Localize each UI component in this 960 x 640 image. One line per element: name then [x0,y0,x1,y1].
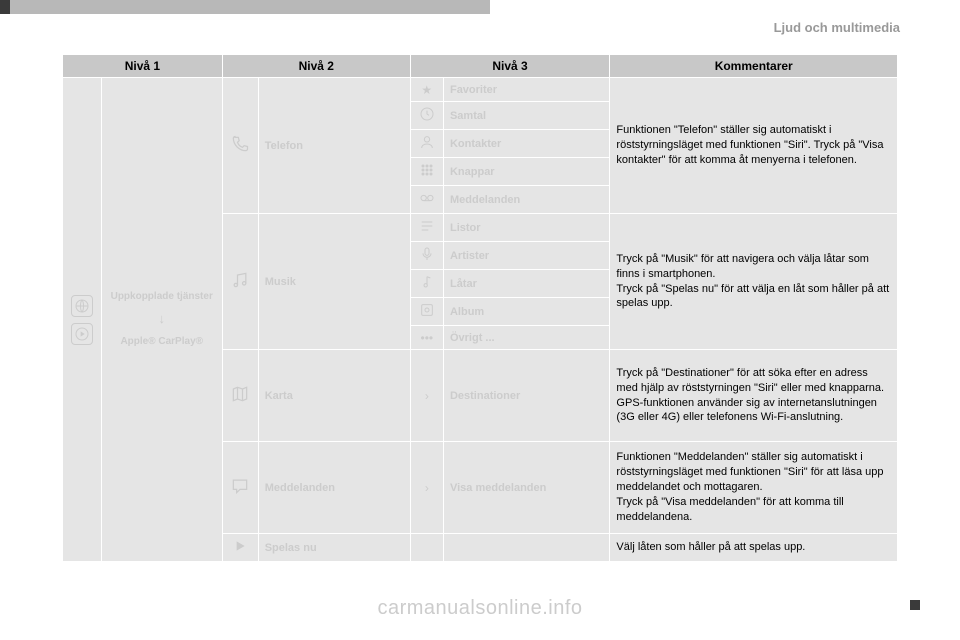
arrow-down-icon: ↓ [158,310,165,328]
phone-icon [222,78,258,214]
header-comments: Kommentarer [610,55,898,78]
medd-comment: Funktionen "Meddelanden" ställer sig aut… [610,442,898,534]
more-icon: ••• [410,326,443,350]
listor-label: Listor [443,214,609,242]
header-level1: Nivå 1 [63,55,223,78]
empty-icon [410,534,443,562]
favoriter-label: Favoriter [443,78,609,102]
destinationer-label: Destinationer [443,350,609,442]
artister-label: Artister [443,242,609,270]
map-icon [222,350,258,442]
visa-medd-label: Visa meddelanden [443,442,609,534]
play-circle-icon [71,323,93,345]
album-icon [410,298,443,326]
spelas-label: Spelas nu [258,534,410,562]
meddelanden-tel-label: Meddelanden [443,186,609,214]
carplay-label: Apple® CarPlay® [120,335,203,349]
empty-label [443,534,609,562]
services-label: Uppkopplade tjänster [111,290,213,304]
spelas-comment: Välj låten som håller på att spelas upp. [610,534,898,562]
level1-icons-cell [63,78,102,562]
star-icon: ★ [410,78,443,102]
menu-table: Nivå 1 Nivå 2 Nivå 3 Kommentarer [62,54,898,562]
music-icon [222,214,258,350]
chevron-right-icon-2: › [410,442,443,534]
person-icon [410,130,443,158]
kontakter-label: Kontakter [443,130,609,158]
chevron-right-icon: › [410,350,443,442]
page-edge-dark [0,0,10,14]
latar-label: Låtar [443,270,609,298]
watermark: carmanualsonline.info [377,597,582,620]
karta-comment: Tryck på "Destinationer" för att söka ef… [610,350,898,442]
list-icon [410,214,443,242]
globe-icon [71,295,93,317]
karta-label: Karta [258,350,410,442]
note-icon [410,270,443,298]
level1-label-cell: Uppkopplade tjänster ↓ Apple® CarPlay® [101,78,222,562]
keypad-icon [410,158,443,186]
page-marker [910,600,920,610]
header-level2: Nivå 2 [222,55,410,78]
telefon-comment: Funktionen "Telefon" ställer sig automat… [610,78,898,214]
musik-label: Musik [258,214,410,350]
clock-icon [410,102,443,130]
speech-icon [222,442,258,534]
ovrigt-label: Övrigt ... [443,326,609,350]
header-level3: Nivå 3 [410,55,610,78]
page-edge-gray [10,0,490,14]
telefon-label: Telefon [258,78,410,214]
medd-label: Meddelanden [258,442,410,534]
section-title: Ljud och multimedia [774,20,900,35]
knappar-label: Knappar [443,158,609,186]
play-icon [222,534,258,562]
album-label: Album [443,298,609,326]
mic-icon [410,242,443,270]
voicemail-icon [410,186,443,214]
samtal-label: Samtal [443,102,609,130]
musik-comment: Tryck på "Musik" för att navigera och vä… [610,214,898,350]
